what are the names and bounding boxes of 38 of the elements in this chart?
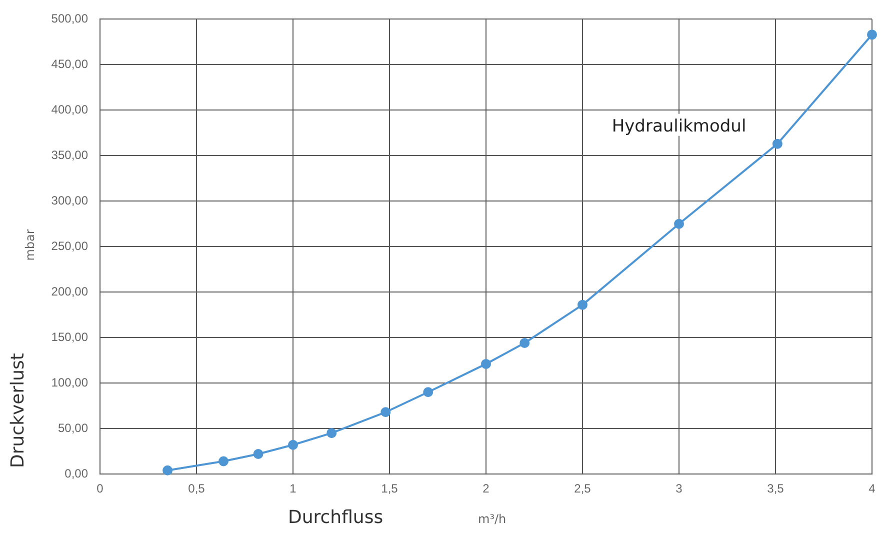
x-tick-label: 3: [676, 482, 683, 496]
point: [288, 440, 298, 450]
y-tick-label: 200,00: [51, 284, 88, 298]
x-tick-label: 2,5: [574, 482, 592, 496]
point: [380, 407, 391, 418]
x-tick-label: 1: [290, 482, 297, 496]
y-tick-label: 300,00: [51, 193, 88, 208]
point: [772, 138, 782, 149]
y-tick-label: 400,00: [51, 102, 88, 116]
point: [481, 358, 491, 369]
y-tick-label: 100,00: [51, 375, 88, 390]
x-tick-label: 1,5: [381, 482, 398, 496]
y-tick-label: 350,00: [51, 148, 88, 162]
point: [253, 448, 264, 459]
y-tick-label: 50,00: [58, 420, 88, 435]
y-tick-label: 0,00: [64, 466, 88, 480]
point: [326, 428, 337, 438]
x2-axis-title: m³/h: [478, 512, 506, 526]
x-tick-label: 2: [482, 482, 490, 496]
x-tick-label: 0: [96, 482, 104, 496]
x-tick-label: 0,5: [188, 482, 206, 496]
y-tick-label: 450,00: [51, 56, 88, 71]
point: [578, 300, 588, 310]
point: [218, 456, 229, 466]
point: [520, 338, 530, 348]
x-axis-title: Durchfluss: [288, 507, 384, 528]
y2-axis-title: mbar: [23, 228, 37, 263]
y-tick-label: 150,00: [51, 330, 88, 344]
y-tick-label: 250,00: [51, 238, 88, 253]
x-tick-label: 4: [868, 482, 876, 496]
point: [423, 387, 434, 398]
point: [867, 30, 877, 40]
x-tick-label: 3,5: [767, 482, 784, 496]
point: [674, 218, 684, 229]
series-label: Hydraulikmodul: [612, 116, 746, 137]
point: [162, 465, 173, 476]
y-tick-label: 500,00: [51, 12, 88, 26]
y-axis-title: Druckverlust: [8, 352, 28, 470]
